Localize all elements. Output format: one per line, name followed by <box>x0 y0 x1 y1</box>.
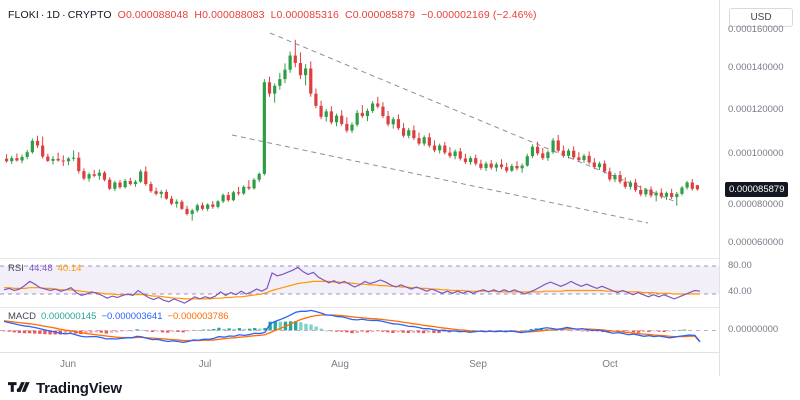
macd-tick: 0.00000000 <box>728 324 779 335</box>
rsi-legend: RSI 44.48 40.14 <box>8 263 86 274</box>
macd-line-value: −0.000003641 <box>101 311 163 322</box>
tradingview-mark-icon <box>8 382 30 392</box>
price-tick: 0.000120000 <box>728 104 784 115</box>
time-tick: Aug <box>331 359 349 370</box>
price-tick: 0.000160000 <box>728 24 784 35</box>
macd-signal-value: −0.000003786 <box>167 311 229 322</box>
price-tick: 0.000080000 <box>728 199 784 210</box>
time-tick: Sep <box>469 359 487 370</box>
rsi-label: RSI <box>8 263 24 274</box>
price-scale[interactable]: USD 0.000160000 0.000140000 0.000120000 0.0… <box>719 0 800 376</box>
candlestick-series <box>4 32 700 224</box>
legend-low-value: 0.000085316 <box>276 9 339 21</box>
macd-pane[interactable] <box>0 307 720 353</box>
time-tick: Oct <box>602 359 618 370</box>
legend-ohlc: O0.000088048 H0.000088083 L0.000085316 C… <box>118 9 537 21</box>
rsi-tick: 80.00 <box>728 260 752 271</box>
legend-high-key: H <box>194 9 203 21</box>
currency-badge[interactable]: USD <box>729 8 793 27</box>
legend-change-percent: (−2.46%) <box>492 9 537 21</box>
price-pane[interactable] <box>0 28 720 256</box>
price-tick: 0.000140000 <box>728 62 784 73</box>
price-tick: 0.000100000 <box>728 148 784 159</box>
legend-low-key: L <box>270 9 277 21</box>
macd-series <box>0 309 720 344</box>
rsi-ma-value: 40.14 <box>57 263 82 274</box>
rsi-pane[interactable] <box>0 258 720 308</box>
legend-change: −0.000002169 <box>421 9 490 21</box>
legend-open-value: 0.000088048 <box>125 9 189 21</box>
legend-exchange: CRYPTO <box>67 9 112 21</box>
tradingview-wordmark: TradingView <box>36 380 122 397</box>
legend-close-value: 0.000085879 <box>352 9 416 21</box>
macd-histogram-value: 0.000000145 <box>40 311 97 322</box>
chart-legend: FLOKI · 1D · CRYPTO O0.000088048 H0.000088083… <box>8 9 537 21</box>
legend-open-key: O <box>117 9 126 21</box>
macd-label: MACD <box>8 311 36 322</box>
rsi-series <box>0 265 720 308</box>
tradingview-logo[interactable]: TradingView <box>8 380 122 397</box>
time-tick: Jul <box>198 359 212 370</box>
legend-separator-2: · <box>62 9 66 21</box>
legend-interval[interactable]: 1D <box>46 9 61 21</box>
rsi-value: 44.48 <box>28 263 53 274</box>
legend-symbol[interactable]: FLOKI <box>8 9 39 21</box>
legend-close-key: C <box>345 9 353 21</box>
time-tick: Jun <box>59 359 77 370</box>
macd-legend: MACD 0.000000145 −0.000003641 −0.000003786 <box>8 311 234 322</box>
rsi-tick: 40.00 <box>728 286 752 297</box>
legend-separator-1: · <box>40 9 45 21</box>
legend-high-value: 0.000088083 <box>202 9 265 21</box>
last-price-label: 0.000085879 <box>725 182 789 197</box>
price-tick: 0.000060000 <box>728 237 784 248</box>
time-axis[interactable]: Jun Jul Aug Sep Oct <box>0 352 720 377</box>
